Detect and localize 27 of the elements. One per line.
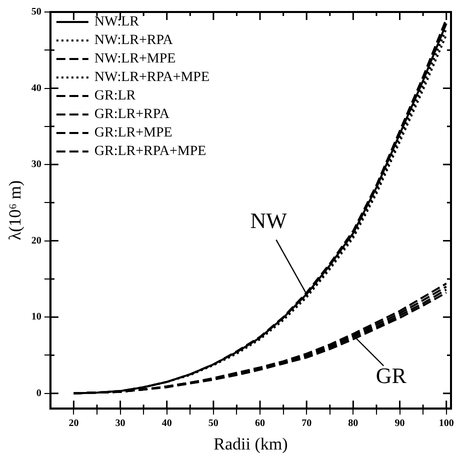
x-axis-title: Radii (km): [214, 434, 288, 454]
y-axis-title: λ(10⁶ m): [6, 180, 25, 240]
y-tick-label: 0: [36, 388, 42, 399]
legend-label: NW:LR+RPA+MPE: [94, 70, 210, 86]
y-tick-label: 40: [31, 82, 42, 94]
legend-label: GR:LR+MPE: [94, 126, 172, 141]
legend-label: GR:LR+RPA: [94, 107, 170, 122]
x-tick-label: 40: [162, 418, 172, 430]
x-tick-label: 90: [394, 418, 405, 430]
legend-label: NW:LR+RPA: [94, 33, 174, 48]
x-tick-label: 80: [348, 418, 358, 430]
x-tick-label: 60: [255, 418, 266, 430]
x-tick-label: 20: [68, 418, 79, 430]
x-tick-label: 50: [208, 418, 218, 430]
y-tick-label: 50: [31, 6, 42, 18]
x-tick-label: 100: [438, 418, 454, 430]
x-tick-label: 30: [115, 418, 126, 430]
y-tick-label: 20: [31, 235, 42, 246]
annotation: NW: [250, 208, 288, 233]
legend-label: NW:LR+MPE: [94, 52, 176, 67]
legend-label: NW:LR: [94, 14, 140, 30]
x-tick-label: 70: [302, 418, 312, 430]
legend-label: GR:LR: [94, 88, 136, 104]
y-tick-label: 10: [31, 312, 42, 323]
annotation: GR: [376, 363, 407, 388]
legend-label: GR:LR+RPA+MPE: [94, 144, 206, 160]
y-tick-label: 30: [31, 159, 42, 170]
